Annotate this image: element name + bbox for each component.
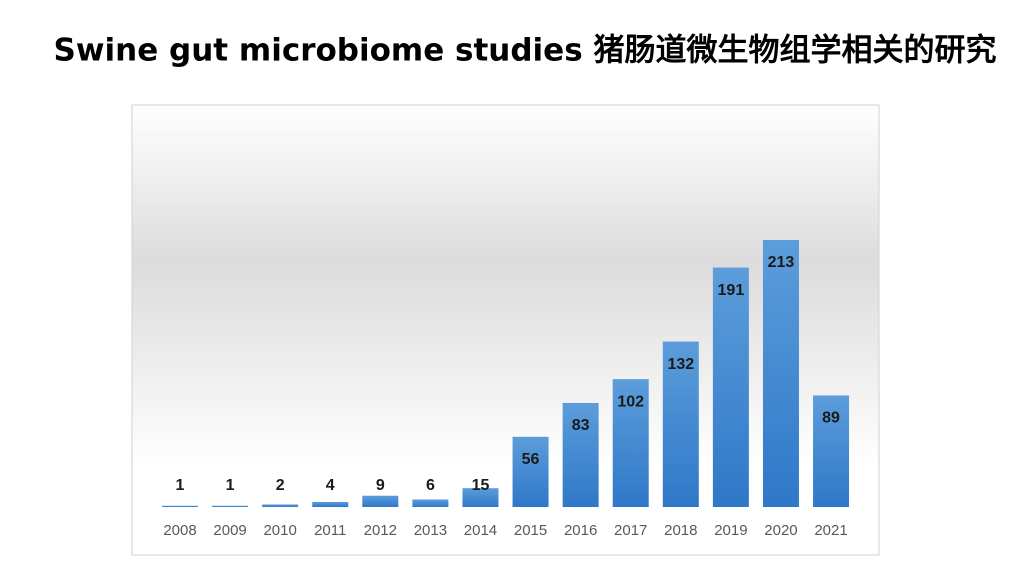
x-tick-label: 2019 [714, 522, 747, 539]
x-tick-label: 2008 [163, 522, 196, 539]
x-tick-label: 2011 [314, 522, 346, 539]
value-label: 1 [226, 477, 235, 494]
x-tick-label: 2015 [514, 522, 547, 539]
value-label: 132 [667, 356, 694, 373]
x-tick-label: 2017 [614, 522, 647, 539]
bar [712, 267, 749, 507]
x-tick-label: 2016 [564, 522, 597, 539]
x-tick-label: 2020 [764, 522, 797, 539]
x-tick-label: 2014 [464, 522, 497, 539]
value-label: 191 [718, 282, 745, 299]
bar [562, 402, 599, 507]
value-label: 83 [572, 417, 590, 434]
bar [262, 504, 299, 507]
bar [462, 488, 499, 507]
value-label: 4 [326, 477, 335, 494]
bar [662, 341, 699, 507]
bar [512, 436, 549, 507]
value-label: 15 [472, 477, 490, 494]
bar [813, 395, 850, 507]
x-tick-label: 2010 [263, 522, 296, 539]
bar [362, 495, 399, 507]
value-label: 213 [768, 254, 795, 271]
value-label: 6 [426, 477, 435, 494]
bar [212, 505, 249, 507]
x-tick-label: 2012 [364, 522, 397, 539]
value-label: 56 [522, 451, 540, 468]
chart-title: Swine gut microbiome studies 猪肠道微生物组学相关的… [54, 33, 997, 69]
value-label: 9 [376, 477, 385, 494]
value-label: 1 [176, 477, 185, 494]
bar [612, 379, 649, 507]
x-tick-label: 2013 [414, 522, 447, 539]
plot-frame [131, 104, 880, 556]
x-tick-label: 2021 [814, 522, 847, 539]
bar [762, 240, 799, 507]
value-label: 89 [822, 410, 840, 427]
value-label: 2 [276, 477, 285, 494]
bar [312, 501, 349, 507]
value-label: 102 [617, 393, 644, 410]
x-tick-label: 2009 [213, 522, 246, 539]
bar [162, 505, 198, 507]
bar [412, 499, 449, 507]
x-tick-label: 2018 [664, 522, 697, 539]
